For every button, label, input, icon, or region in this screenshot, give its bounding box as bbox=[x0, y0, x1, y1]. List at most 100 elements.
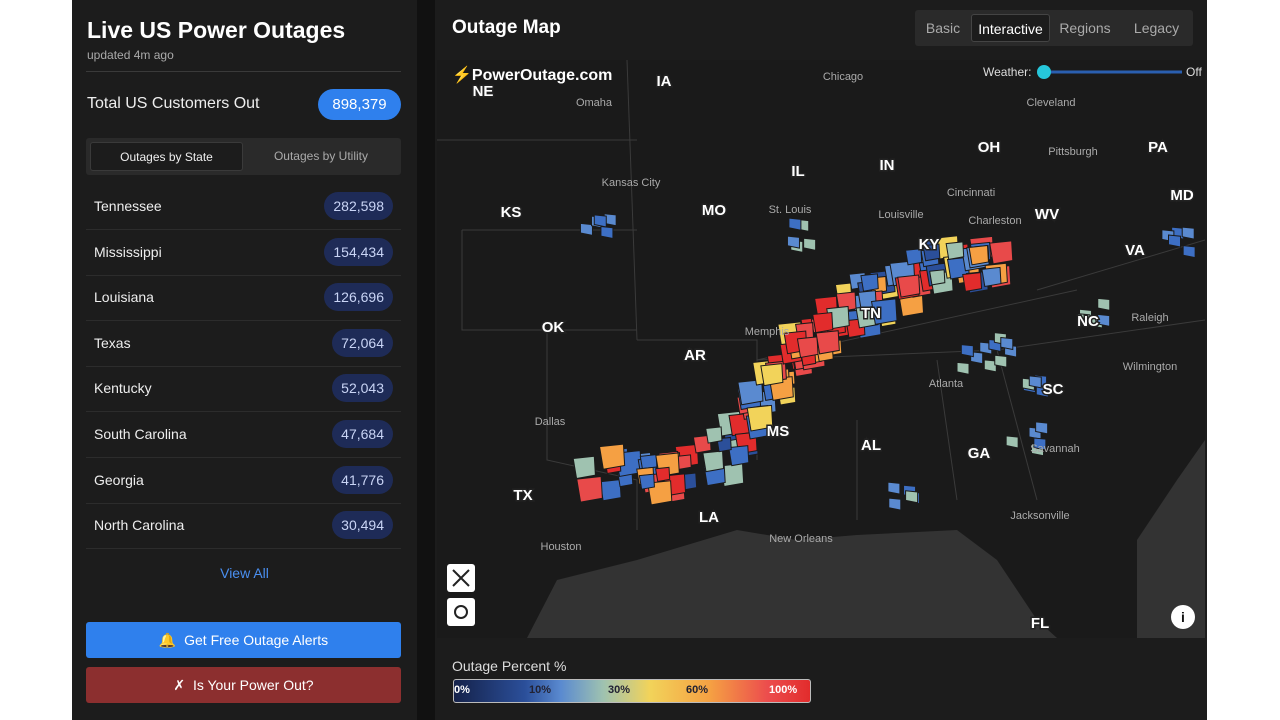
legend-stop: 100% bbox=[769, 684, 798, 696]
total-label: Total US Customers Out bbox=[87, 95, 260, 112]
state-row[interactable]: North Carolina 30,494 bbox=[86, 503, 401, 550]
city-label: Louisville bbox=[878, 209, 923, 221]
outage-areas bbox=[572, 213, 1196, 511]
legend-stop: 0% bbox=[454, 684, 470, 696]
locate-button[interactable] bbox=[447, 598, 475, 626]
city-label: Memphis bbox=[745, 326, 790, 338]
county bbox=[572, 455, 596, 480]
view-option[interactable]: Regions bbox=[1059, 20, 1111, 36]
state-name: South Carolina bbox=[94, 426, 187, 442]
city-label: Cleveland bbox=[1027, 97, 1076, 109]
alerts-button[interactable]: 🔔 Get Free Outage Alerts bbox=[86, 622, 401, 658]
county bbox=[1097, 313, 1111, 328]
state-label: MO bbox=[702, 202, 726, 219]
county bbox=[968, 244, 989, 266]
city-label: Jacksonville bbox=[1010, 510, 1069, 522]
state-count: 52,043 bbox=[332, 374, 393, 403]
tabs: Outages by State Outages by Utility bbox=[86, 138, 401, 175]
county bbox=[655, 466, 671, 483]
county bbox=[705, 426, 723, 444]
state-count: 154,434 bbox=[324, 237, 393, 266]
divider bbox=[86, 71, 401, 72]
state-label: WV bbox=[1035, 206, 1059, 223]
state-count: 72,064 bbox=[332, 328, 393, 357]
city-label: St. Louis bbox=[769, 204, 812, 216]
state-count: 30,494 bbox=[332, 511, 393, 540]
tab-active[interactable]: Outages by State bbox=[90, 142, 243, 171]
county bbox=[1168, 234, 1182, 248]
county bbox=[812, 311, 834, 334]
legend-title: Outage Percent % bbox=[452, 658, 567, 674]
county bbox=[796, 336, 819, 359]
view-active[interactable]: Interactive bbox=[971, 14, 1050, 42]
city-label: Savannah bbox=[1030, 443, 1080, 455]
county bbox=[579, 222, 593, 237]
county bbox=[598, 443, 626, 470]
state-row[interactable]: Kentucky 52,043 bbox=[86, 366, 401, 413]
state-row[interactable]: Louisiana 126,696 bbox=[86, 275, 401, 322]
state-label: AR bbox=[684, 347, 706, 364]
county bbox=[870, 298, 898, 325]
brand-text: PowerOutage.com bbox=[472, 67, 612, 84]
state-row[interactable]: Georgia 41,776 bbox=[86, 458, 401, 504]
county bbox=[960, 344, 974, 358]
brand: ⚡PowerOutage.com bbox=[452, 65, 612, 84]
county bbox=[1035, 421, 1049, 435]
county bbox=[746, 404, 774, 432]
state-name: Mississippi bbox=[94, 243, 162, 260]
county bbox=[929, 269, 946, 286]
state-label: LA bbox=[699, 509, 719, 526]
city-label: Houston bbox=[541, 541, 582, 553]
state-name: Louisiana bbox=[94, 289, 154, 306]
state-name: North Carolina bbox=[94, 517, 185, 534]
fullscreen-icon bbox=[452, 569, 470, 587]
state-row[interactable]: South Carolina 47,684 bbox=[86, 412, 401, 458]
county bbox=[786, 235, 800, 249]
state-count: 41,776 bbox=[332, 465, 393, 494]
map-labels: NE IA IL IN OH PA MD KS MO KY WV VA OK AR TN NC SC MS AL GA… bbox=[471, 71, 1195, 634]
county bbox=[983, 359, 997, 373]
state-label: NE bbox=[473, 83, 494, 100]
view-all[interactable]: View All bbox=[220, 565, 269, 581]
state-label: IL bbox=[791, 163, 804, 180]
view-option[interactable]: Basic bbox=[925, 20, 961, 36]
county bbox=[803, 237, 817, 251]
sidebar: Live US Power Outages updated 4m ago Tot… bbox=[72, 0, 417, 720]
state-label: TX bbox=[513, 487, 532, 504]
state-label: TN bbox=[861, 305, 881, 322]
county bbox=[1077, 313, 1091, 327]
legend-stop: 60% bbox=[686, 684, 709, 696]
state-label: OK bbox=[542, 319, 565, 336]
county bbox=[702, 450, 725, 473]
tab[interactable]: Outages by Utility bbox=[273, 149, 369, 163]
city-label: Cincinnati bbox=[947, 187, 995, 199]
city-label: Omaha bbox=[576, 97, 613, 109]
state-label: OH bbox=[978, 139, 1001, 156]
county bbox=[599, 479, 622, 502]
county bbox=[994, 354, 1008, 368]
county bbox=[1005, 435, 1019, 449]
info-button[interactable] bbox=[1171, 605, 1195, 629]
view-option[interactable]: Legacy bbox=[1133, 20, 1180, 36]
power-out-button[interactable]: ✗ Is Your Power Out? bbox=[86, 667, 401, 703]
county bbox=[905, 490, 919, 504]
state-row[interactable]: Mississippi 154,434 bbox=[86, 230, 401, 276]
city-label: Chicago bbox=[823, 71, 863, 83]
state-row[interactable]: Texas 72,064 bbox=[86, 321, 401, 367]
title: Live US Power Outages bbox=[87, 17, 346, 43]
legend-stop: 30% bbox=[608, 684, 631, 696]
state-row[interactable]: Tennessee 282,598 bbox=[86, 184, 401, 230]
city-label: Raleigh bbox=[1131, 312, 1168, 324]
weather-label: Weather: bbox=[983, 65, 1031, 79]
state-label: KS bbox=[501, 204, 522, 221]
state-label: MD bbox=[1170, 187, 1193, 204]
state-name: Tennessee bbox=[94, 198, 162, 214]
county bbox=[815, 330, 840, 355]
total-value: 898,379 bbox=[318, 89, 401, 120]
map: NE IA IL IN OH PA MD KS MO KY WV VA OK AR TN NC SC MS AL GA… bbox=[437, 60, 1205, 638]
weather-knob[interactable] bbox=[1037, 65, 1051, 79]
county bbox=[981, 266, 1002, 288]
state-label: IA bbox=[657, 73, 672, 90]
county bbox=[1181, 226, 1195, 240]
